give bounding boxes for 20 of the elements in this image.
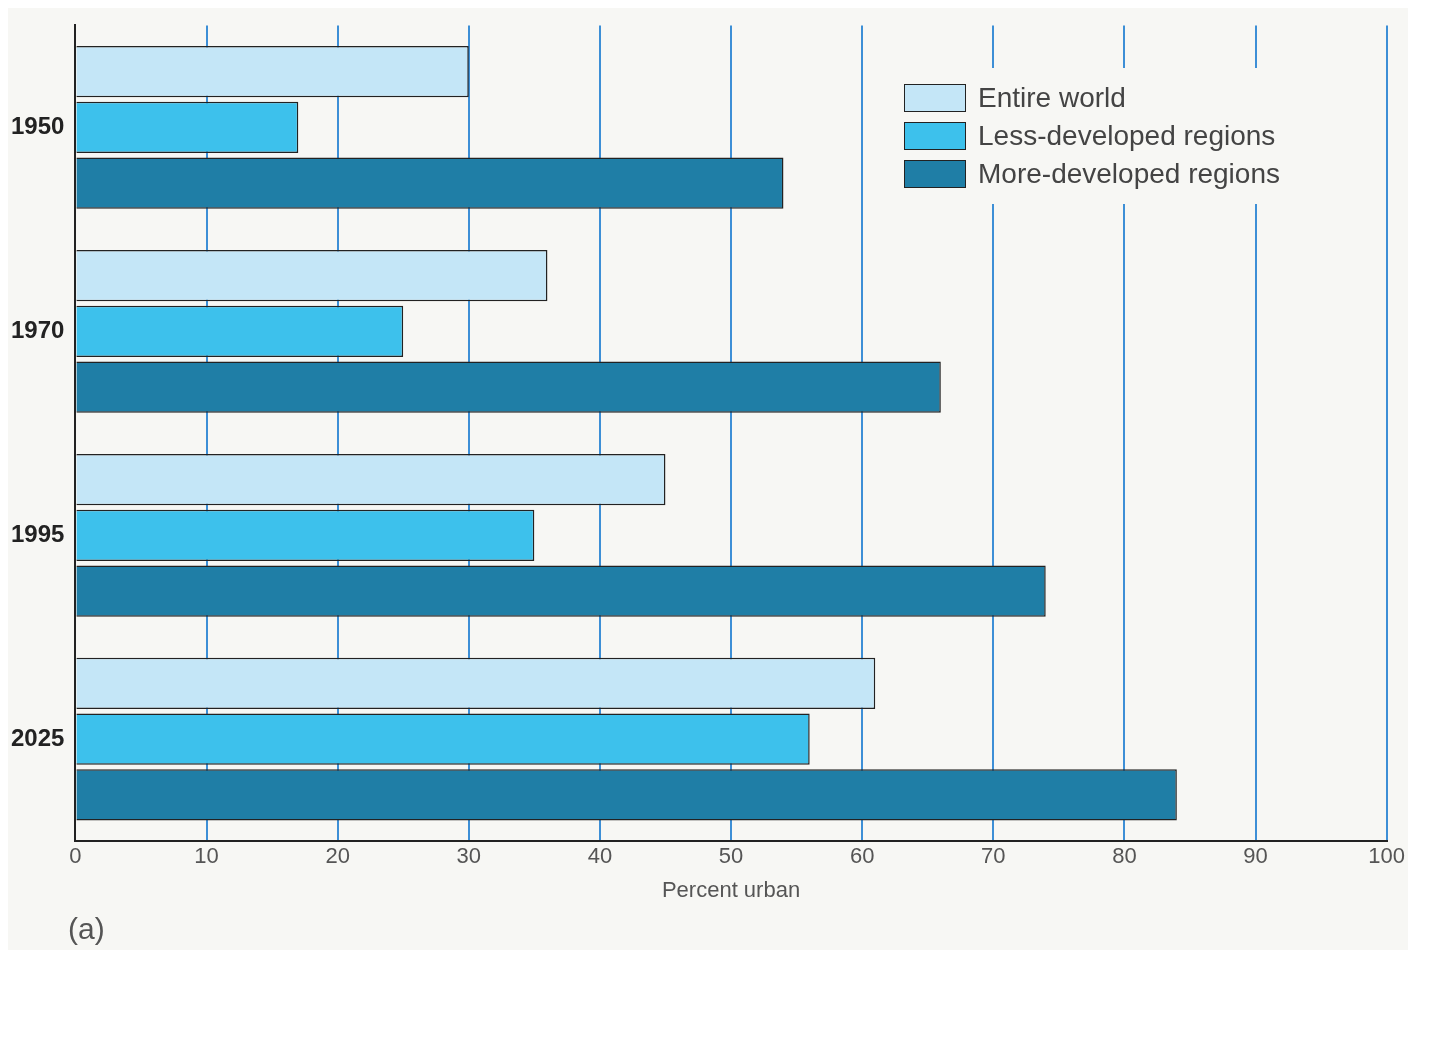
- x-tick-label: 100: [1368, 843, 1406, 869]
- y-tick-label: 1970: [11, 315, 65, 343]
- x-tick-label: 0: [69, 843, 82, 869]
- x-tick-label: 20: [325, 843, 350, 869]
- y-tick-label: 2025: [11, 723, 65, 751]
- x-tick-label: 40: [587, 843, 613, 869]
- y-tick-label: 1950: [11, 112, 65, 139]
- x-tick-label: 70: [981, 843, 1006, 869]
- legend-label: Less-developed regions: [978, 120, 1276, 152]
- x-tick-label: 60: [849, 843, 875, 869]
- text: (a): [67, 911, 106, 947]
- legend-label: More-developed regions: [978, 158, 1280, 190]
- y-tick-label: 1995: [11, 519, 65, 547]
- x-axis-title: Percent urban: [661, 876, 801, 902]
- x-tick-label: 80: [1112, 843, 1137, 869]
- x-tick-label: 10: [194, 843, 219, 869]
- x-tick-label: 90: [1243, 843, 1268, 869]
- x-tick-label: 30: [456, 843, 482, 869]
- legend-label: Entire world: [978, 82, 1126, 114]
- x-tick-label: 50: [718, 843, 744, 869]
